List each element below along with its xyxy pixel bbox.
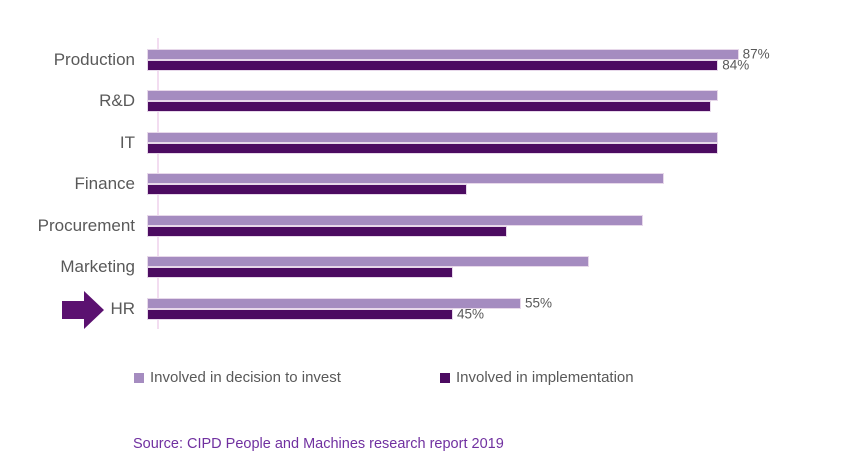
- legend-item-implementation: Involved in implementation: [440, 369, 634, 386]
- legend-swatch-decision: [134, 372, 144, 383]
- hr-arrow-shape: [62, 291, 104, 329]
- bar-decision: [147, 131, 719, 143]
- bar-rows: Production 87% 84% R&D IT Finance Procurement M…: [0, 39, 844, 330]
- legend: Involved in decision to invest Involved …: [0, 369, 844, 387]
- legend-swatch-implementation: [440, 372, 450, 383]
- bar-decision: [147, 256, 589, 268]
- chart-row: HR 55% 45%: [0, 288, 844, 330]
- category-label: Finance: [74, 174, 135, 194]
- source-text: Source: CIPD People and Machines researc…: [133, 436, 504, 452]
- bar-decision: [147, 214, 644, 226]
- bar-decision: 55%: [147, 296, 552, 311]
- bar-implementation: 84%: [147, 58, 749, 73]
- bar-group: [147, 256, 589, 279]
- category-label: R&D: [99, 91, 135, 111]
- bar-implementation: [147, 267, 453, 279]
- category-label: Procurement: [37, 215, 135, 235]
- hr-arrow-icon: [62, 291, 104, 329]
- bar-group: 55% 45%: [147, 296, 552, 322]
- category-label: IT: [119, 132, 135, 152]
- chart-row: Finance: [0, 164, 844, 206]
- bar-implementation: [147, 184, 467, 196]
- legend-label-implementation: Involved in implementation: [456, 369, 634, 386]
- data-label: 87%: [742, 46, 770, 62]
- chart-row: Procurement: [0, 205, 844, 247]
- category-label: HR: [110, 298, 135, 318]
- data-label: 84%: [722, 57, 750, 73]
- chart-row: Marketing: [0, 247, 844, 289]
- bar-group: 87% 84%: [147, 47, 770, 73]
- legend-label-decision: Involved in decision to invest: [150, 369, 341, 386]
- bar-group: [147, 214, 644, 237]
- bar-implementation: [147, 142, 719, 154]
- bar-group: [147, 131, 719, 154]
- bar-decision: 87%: [147, 47, 770, 62]
- bar-implementation: [147, 101, 712, 113]
- chart-row: IT: [0, 122, 844, 164]
- legend-item-decision: Involved in decision to invest: [134, 369, 341, 386]
- bar-implementation: [147, 225, 508, 237]
- bar-group: [147, 90, 719, 113]
- data-label: 55%: [525, 295, 553, 311]
- bar-group: [147, 173, 664, 196]
- bar-decision: [147, 90, 719, 102]
- bar-implementation: 45%: [147, 307, 484, 322]
- category-label: Marketing: [60, 257, 135, 277]
- chart-row: R&D: [0, 81, 844, 123]
- data-label: 45%: [457, 306, 485, 322]
- chart-row: Production 87% 84%: [0, 39, 844, 81]
- category-label: Production: [53, 49, 135, 69]
- bar-decision: [147, 173, 664, 185]
